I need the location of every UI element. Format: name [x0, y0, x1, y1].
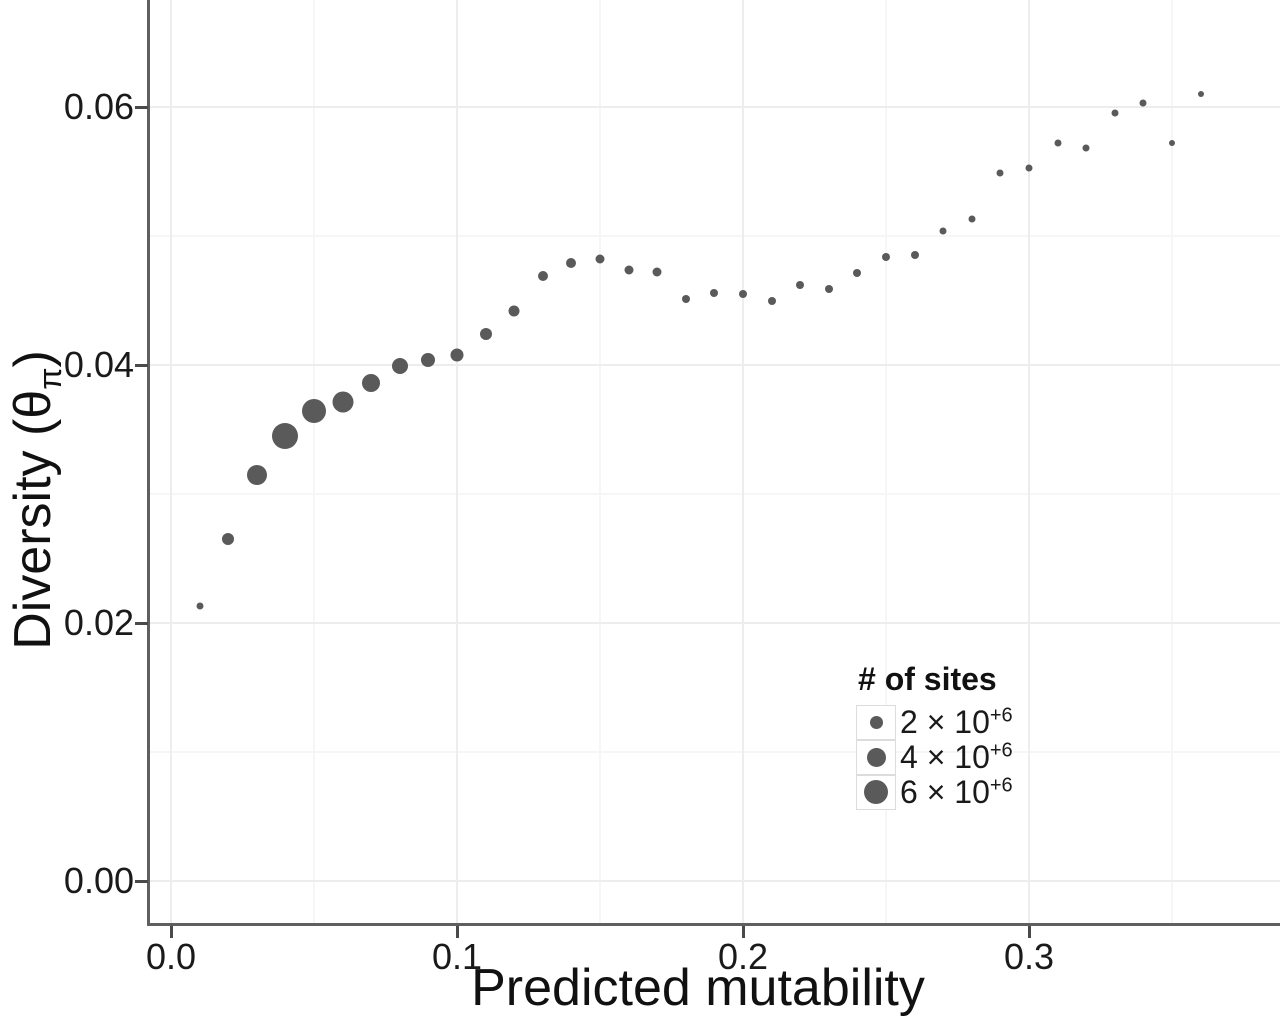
x-axis-line	[147, 923, 1280, 926]
data-point	[652, 267, 662, 277]
data-point	[996, 169, 1004, 177]
legend-entry-label: 4 × 10+6	[900, 739, 1013, 775]
gridline-major-horizontal	[148, 106, 1280, 108]
x-tick-mark	[1028, 926, 1031, 938]
data-point	[882, 252, 890, 261]
x-axis-title: Predicted mutability	[471, 959, 925, 1017]
y-tick-mark	[135, 106, 148, 109]
gridline-minor-horizontal	[148, 493, 1280, 495]
gridline-minor-vertical	[1171, 0, 1173, 925]
data-point	[272, 422, 299, 449]
size-legend: # of sites 2 × 10+6 4 × 10+6 6 × 10+6	[856, 661, 1013, 810]
gridline-major-horizontal	[148, 622, 1280, 624]
legend-point-icon	[869, 715, 883, 729]
gridline-minor-vertical	[885, 0, 887, 925]
x-tick-mark	[170, 926, 173, 938]
data-point	[1054, 139, 1062, 147]
y-axis-title-subscript: π	[32, 367, 69, 390]
legend-entry: 4 × 10+6	[856, 739, 1013, 775]
legend-swatch	[856, 704, 896, 740]
y-axis-title: Diversity (θπ)	[3, 350, 69, 650]
legend-entry-label: 6 × 10+6	[900, 774, 1013, 810]
data-point	[508, 305, 520, 317]
gridline-major-vertical	[742, 0, 744, 925]
data-point	[332, 391, 354, 413]
legend-point-icon	[866, 747, 886, 767]
data-point	[222, 533, 235, 546]
data-point	[767, 296, 776, 305]
legend-title: # of sites	[858, 661, 997, 697]
x-tick-label: 0.2	[717, 936, 769, 977]
data-point	[939, 227, 947, 235]
data-point	[739, 290, 747, 299]
gridline-minor-vertical	[313, 0, 315, 925]
data-point	[1197, 91, 1204, 98]
gridline-major-vertical	[170, 0, 172, 925]
data-point	[362, 374, 381, 393]
gridline-major-vertical	[1028, 0, 1030, 925]
gridline-major-horizontal	[148, 880, 1280, 882]
data-point	[796, 281, 805, 290]
y-axis-title-prefix: Diversity (θ	[3, 389, 62, 650]
y-tick-mark	[135, 622, 148, 625]
legend-swatch	[856, 739, 896, 775]
x-tick-label: 0.0	[145, 936, 197, 977]
data-point	[196, 602, 204, 610]
data-point	[710, 288, 719, 297]
x-tick-label: 0.3	[1003, 936, 1055, 977]
legend-entry: 2 × 10+6	[856, 704, 1013, 740]
x-tick-mark	[456, 926, 459, 938]
legend-entry: 6 × 10+6	[856, 774, 1013, 810]
data-point	[421, 352, 436, 367]
y-tick-mark	[135, 880, 148, 883]
y-axis-line	[147, 0, 150, 926]
data-point	[624, 265, 634, 275]
data-point	[1025, 164, 1033, 172]
gridline-major-horizontal	[148, 364, 1280, 366]
data-point	[824, 284, 833, 293]
data-point	[595, 254, 605, 264]
data-point	[968, 215, 976, 223]
legend-entry-label: 2 × 10+6	[900, 704, 1013, 740]
data-point	[1111, 109, 1119, 117]
data-point	[391, 358, 408, 375]
y-tick-label: 0.00	[63, 860, 134, 901]
y-tick-mark	[135, 364, 148, 367]
gridline-minor-horizontal	[148, 751, 1280, 753]
data-point	[1082, 144, 1090, 152]
data-point	[479, 328, 492, 341]
legend-swatch	[856, 774, 896, 810]
y-tick-label: 0.04	[63, 344, 134, 385]
gridline-major-vertical	[456, 0, 458, 925]
y-tick-label: 0.06	[63, 86, 134, 127]
x-tick-label: 0.1	[431, 936, 483, 977]
data-point	[537, 270, 548, 281]
legend-rows: 2 × 10+6 4 × 10+6 6 × 10+6	[856, 704, 1013, 810]
data-point	[910, 251, 919, 260]
gridline-minor-vertical	[599, 0, 601, 925]
data-point	[246, 464, 267, 485]
y-tick-label: 0.02	[63, 602, 134, 643]
data-point	[1169, 140, 1175, 147]
gridline-minor-horizontal	[148, 235, 1280, 237]
data-point	[566, 258, 577, 269]
data-point	[302, 399, 326, 424]
x-tick-mark	[742, 926, 745, 938]
data-point	[1139, 99, 1147, 107]
data-point	[450, 348, 464, 362]
data-point	[681, 295, 690, 304]
y-axis-title-suffix: )	[3, 350, 62, 368]
legend-point-icon	[864, 780, 888, 804]
data-point	[853, 269, 862, 278]
